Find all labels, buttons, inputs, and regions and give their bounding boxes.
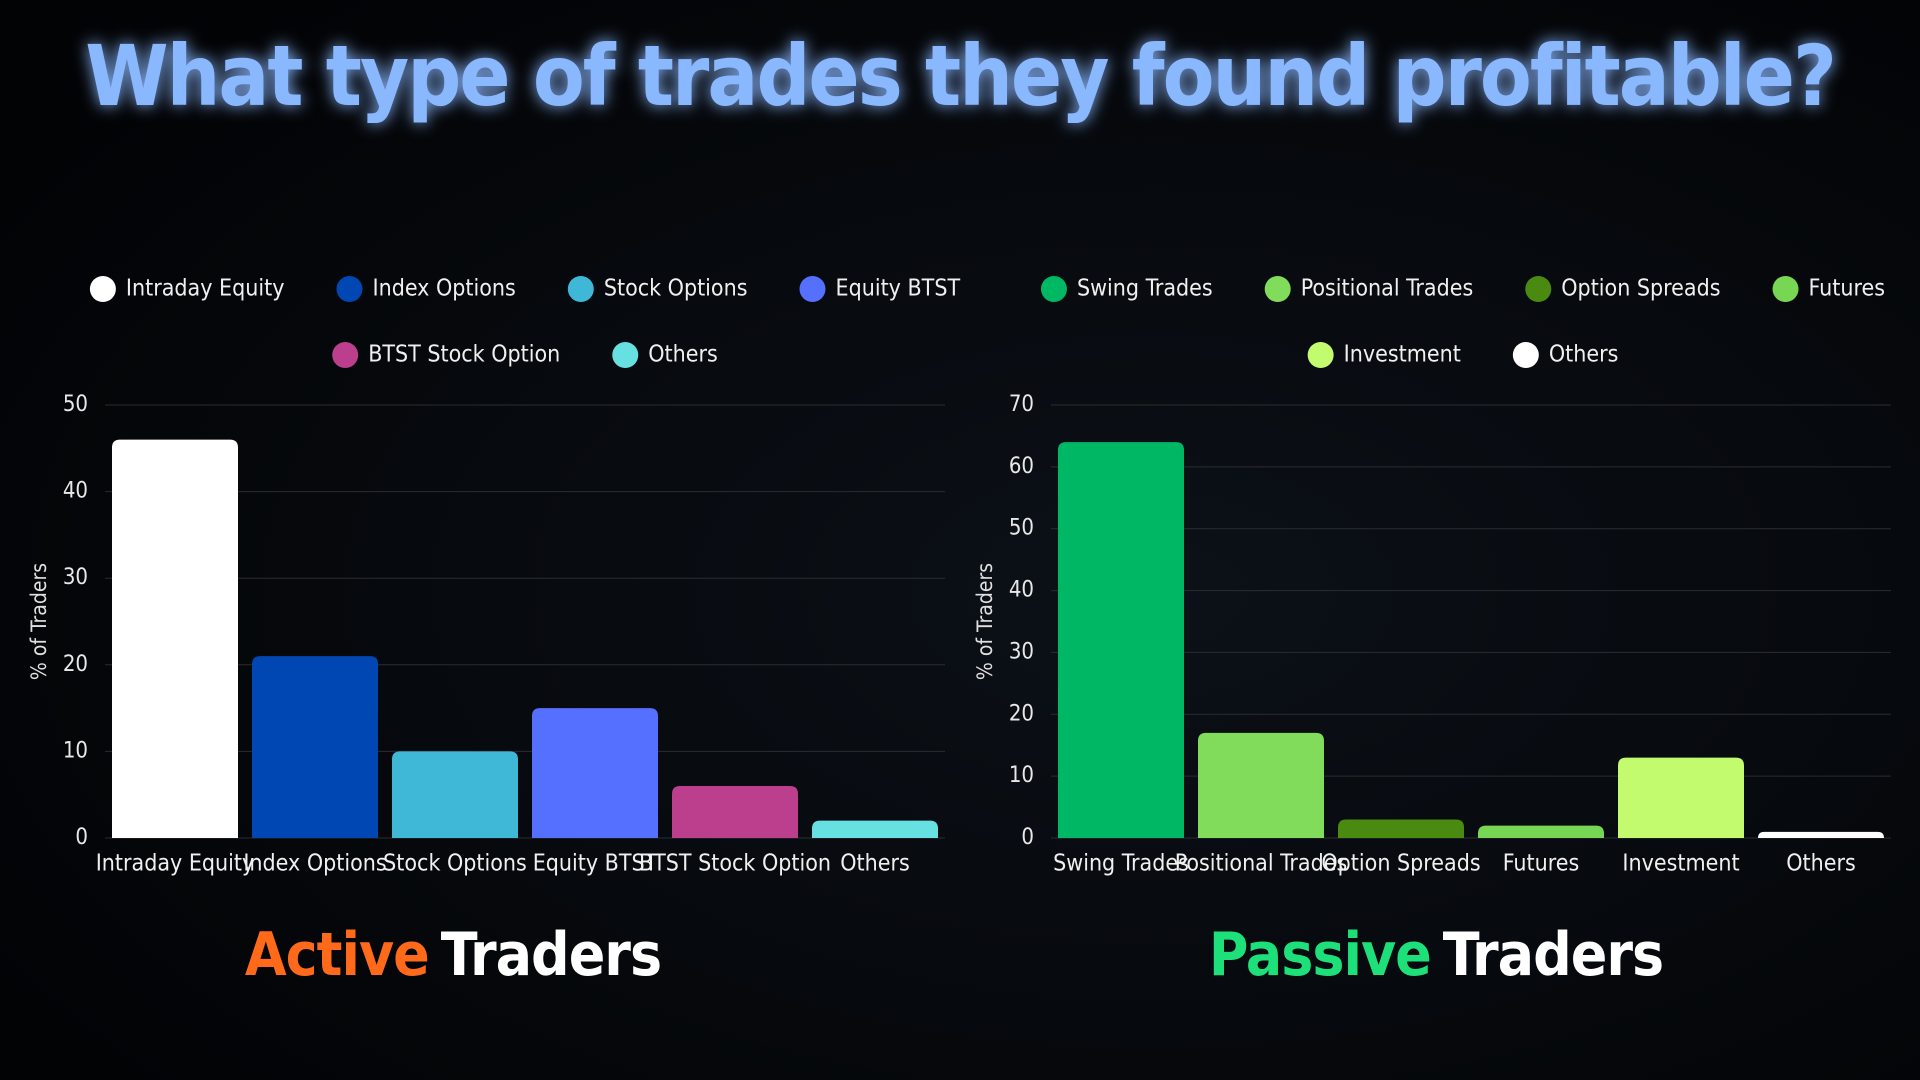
legend-swatch	[612, 342, 639, 368]
bar	[812, 820, 938, 838]
bar	[252, 656, 378, 838]
legend-label: Equity BTST	[835, 276, 960, 302]
x-tick-label: Positional Trades	[1175, 851, 1348, 877]
legend-label: BTST Stock Option	[368, 342, 560, 368]
legend-label: Others	[648, 342, 718, 368]
chart-caption: Passive Traders	[1209, 920, 1663, 990]
bar	[1758, 831, 1884, 838]
legend-swatch	[1040, 276, 1067, 302]
legend-label: Intraday Equity	[126, 276, 285, 302]
y-tick-label: 30	[63, 565, 88, 590]
legend-label: Swing Trades	[1077, 276, 1213, 302]
x-tick-label: BTST Stock Option	[639, 851, 831, 877]
x-tick-label: Index Options	[243, 851, 386, 877]
legend-swatch	[89, 276, 116, 302]
x-tick-label: Others	[840, 851, 910, 877]
y-tick-label: 70	[1009, 392, 1034, 417]
legend-label: Investment	[1344, 342, 1461, 368]
y-tick-label: 50	[63, 392, 88, 417]
y-axis-label: % of Traders	[27, 563, 51, 680]
legend-row: Investment Others	[1307, 342, 1619, 368]
y-tick-label: 50	[1009, 516, 1034, 541]
caption-highlight: Passive	[1209, 920, 1431, 990]
legend-swatch	[567, 276, 594, 302]
x-tick-label: Option Spreads	[1321, 851, 1480, 877]
caption-text: Traders	[441, 920, 661, 990]
legend-label: Futures	[1809, 276, 1886, 302]
legend-swatch	[1307, 342, 1334, 368]
bar	[1338, 819, 1464, 838]
chart-caption: Active Traders	[245, 920, 661, 990]
legend-row: Swing Trades Positional Trades Option Spre…	[1040, 276, 1886, 302]
y-tick-label: 40	[63, 479, 88, 504]
bar	[1618, 757, 1744, 838]
legend-label: Option Spreads	[1561, 276, 1720, 302]
y-tick-label: 20	[1009, 701, 1034, 726]
bar	[672, 786, 798, 838]
page-title: What type of trades they found profitabl…	[85, 27, 1835, 125]
y-tick-label: 10	[1009, 763, 1034, 788]
x-tick-label: Futures	[1503, 851, 1580, 877]
y-tick-label: 10	[63, 738, 88, 763]
bar	[112, 439, 238, 838]
x-tick-label: Equity BTST	[533, 851, 658, 877]
x-tick-label: Swing Trades	[1053, 851, 1189, 877]
legend-row: BTST Stock Option Others	[332, 342, 718, 368]
legend-swatch	[336, 276, 363, 302]
bar	[1198, 732, 1324, 838]
y-tick-label: 60	[1009, 454, 1034, 479]
y-axis-label: % of Traders	[973, 563, 997, 680]
y-tick-label: 0	[75, 825, 88, 850]
bar	[1478, 825, 1604, 838]
x-tick-label: Others	[1786, 851, 1856, 877]
legend-swatch	[332, 342, 359, 368]
legend-swatch	[1525, 276, 1552, 302]
legend-swatch	[1772, 276, 1799, 302]
y-tick-label: 30	[1009, 639, 1034, 664]
x-tick-label: Intraday Equity	[96, 851, 255, 877]
bar	[392, 751, 518, 838]
y-tick-label: 0	[1021, 825, 1034, 850]
legend-swatch	[799, 276, 826, 302]
legend-swatch	[1264, 276, 1291, 302]
legend-row: Intraday Equity Index Options Stock Option…	[89, 276, 960, 302]
legend-swatch	[1512, 342, 1539, 368]
legend-label: Stock Options	[604, 276, 748, 302]
legend-label: Index Options	[372, 276, 515, 302]
bar	[1058, 442, 1184, 838]
y-tick-label: 20	[63, 652, 88, 677]
caption-highlight: Active	[245, 920, 429, 990]
caption-text: Traders	[1443, 920, 1663, 990]
x-tick-label: Stock Options	[383, 851, 527, 877]
x-tick-label: Investment	[1622, 851, 1739, 877]
legend-label: Positional Trades	[1301, 276, 1474, 302]
y-tick-label: 40	[1009, 578, 1034, 603]
bar	[532, 708, 658, 838]
legend-label: Others	[1549, 342, 1619, 368]
